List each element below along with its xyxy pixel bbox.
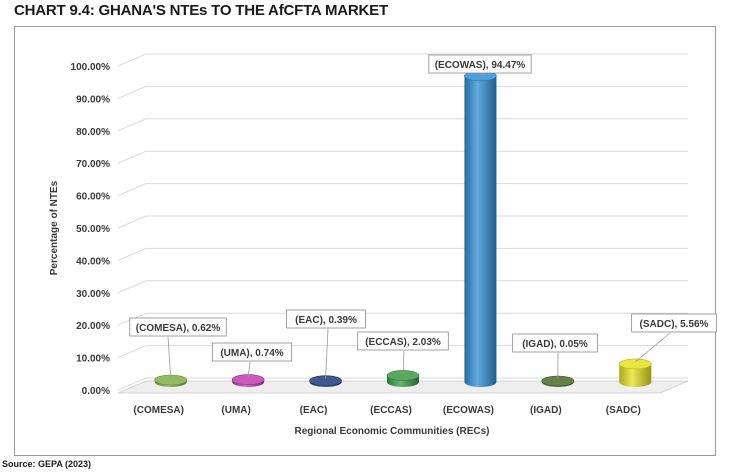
y-tick-label: 80.00% <box>76 127 110 138</box>
y-tick-label: 100.00% <box>71 62 111 73</box>
bar <box>464 75 497 387</box>
gridline <box>117 247 688 261</box>
y-tick-label: 30.00% <box>76 289 110 300</box>
data-label: (ECOWAS), 94.47% <box>435 60 526 71</box>
x-tick-label: (IGAD) <box>530 405 562 416</box>
y-tick-label: 20.00% <box>76 321 110 332</box>
data-label-leader <box>167 336 172 379</box>
data-label-leader <box>635 332 671 363</box>
gridline <box>117 150 688 164</box>
gridline <box>117 85 688 99</box>
data-label-box <box>129 317 227 337</box>
gridline <box>117 377 688 391</box>
y-tick-label: 40.00% <box>76 256 110 267</box>
x-tick-label: (COMESA) <box>133 405 184 416</box>
gridline <box>117 215 688 229</box>
data-label: (EAC), 0.39% <box>295 315 357 326</box>
gridline <box>117 312 688 326</box>
source-note: Source: GEPA (2023) <box>2 459 92 469</box>
x-tick-label: (SADC) <box>606 405 641 416</box>
data-label-box <box>212 342 292 362</box>
y-tick-label: 60.00% <box>76 192 110 203</box>
y-tick-label: 90.00% <box>76 94 110 105</box>
bar-top <box>618 358 652 370</box>
x-tick-label: (EAC) <box>300 405 328 416</box>
data-label-leader <box>325 328 329 379</box>
gridline <box>117 53 688 67</box>
y-tick-label: 50.00% <box>76 224 110 235</box>
data-label: (COMESA), 0.62% <box>136 323 221 334</box>
data-label-box <box>512 333 598 353</box>
y-tick-label: 10.00% <box>76 354 110 365</box>
x-tick-label: (ECCAS) <box>370 405 412 416</box>
x-tick-label: (ECOWAS) <box>443 405 494 416</box>
data-label: (ECCAS), 2.03% <box>365 337 441 348</box>
y-axis-title: Percentage of NTEs <box>49 180 60 275</box>
data-label: (SADC), 5.56% <box>640 319 709 330</box>
y-tick-label: 0.00% <box>82 386 110 397</box>
data-label-box <box>631 313 717 333</box>
data-label-box <box>357 331 449 351</box>
x-axis-title: Regional Economic Communities (RECs) <box>294 426 489 437</box>
data-label-leader <box>402 350 405 374</box>
bar <box>619 363 652 387</box>
gridline <box>117 118 688 132</box>
y-tick-label: 70.00% <box>76 159 110 170</box>
chart-title: CHART 9.4: GHANA'S NTEs TO THE AfCFTA MA… <box>14 2 388 19</box>
x-tick-label: (UMA) <box>221 405 250 416</box>
data-label-box <box>286 309 366 329</box>
data-label-leader <box>247 361 251 378</box>
gridline <box>117 280 688 294</box>
data-label-box <box>428 54 532 74</box>
data-label: (UMA), 0.74% <box>220 348 283 359</box>
data-label: (IGAD), 0.05% <box>522 339 588 350</box>
gridline <box>117 183 688 197</box>
gridline <box>117 345 688 359</box>
